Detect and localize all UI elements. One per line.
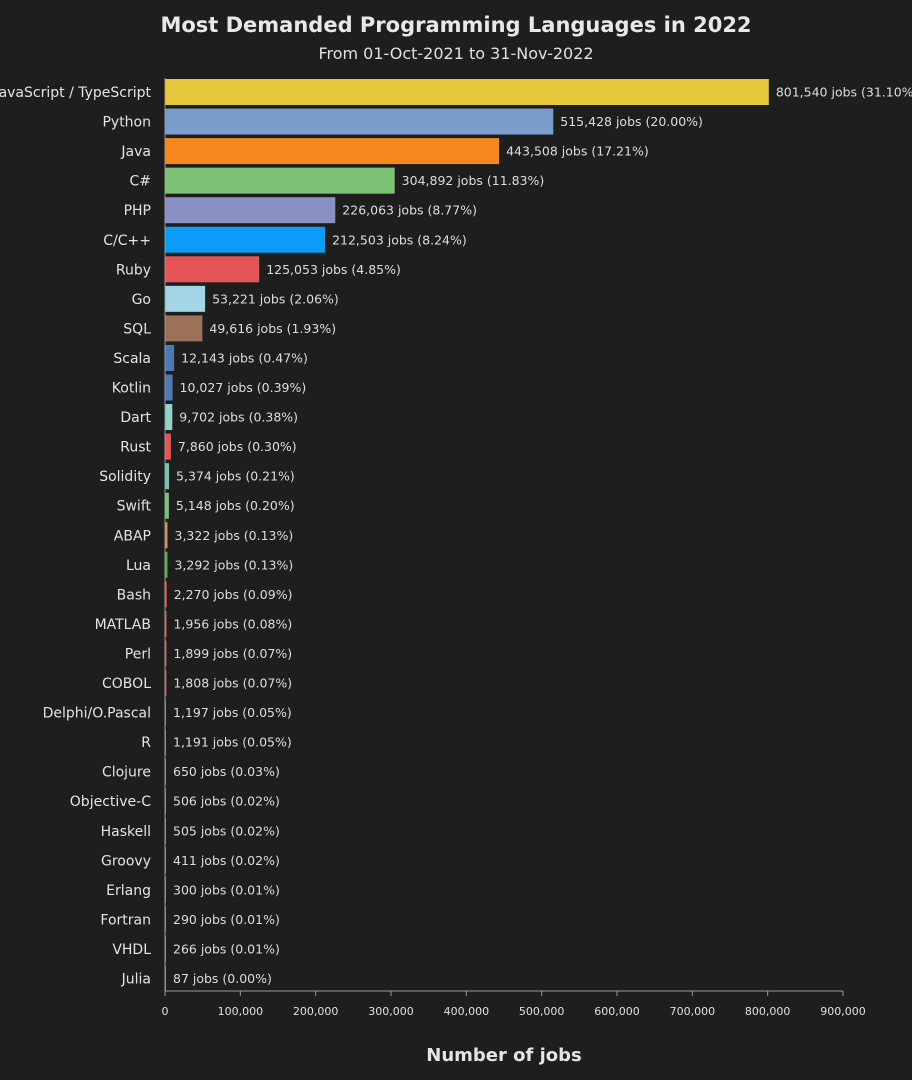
category-label: Solidity <box>99 469 151 485</box>
x-axis-label: Number of jobs <box>426 1045 581 1066</box>
data-label: 125,053 jobs (4.85%) <box>266 262 401 277</box>
data-label: 300 jobs (0.01%) <box>173 882 280 897</box>
data-label: 226,063 jobs (8.77%) <box>342 203 477 218</box>
data-label: 53,221 jobs (2.06%) <box>212 291 339 306</box>
bar <box>165 670 167 696</box>
x-tick-label: 0 <box>162 1005 169 1018</box>
category-label: Erlang <box>106 883 151 899</box>
bars-group: JavaScript / TypeScript 801,540 jobs (31.… <box>0 79 912 992</box>
x-tick-label: 100,000 <box>218 1005 264 1018</box>
bar <box>165 79 769 105</box>
data-label: 212,503 jobs (8.24%) <box>332 232 467 247</box>
data-label: 7,860 jobs (0.30%) <box>178 439 297 454</box>
bar <box>165 522 168 549</box>
category-label: COBOL <box>102 676 151 692</box>
data-label: 1,956 jobs (0.08%) <box>173 616 292 631</box>
category-label: Rust <box>120 440 151 456</box>
data-label: 506 jobs (0.02%) <box>173 794 280 809</box>
category-label: Perl <box>125 646 151 662</box>
category-label: Bash <box>117 587 151 603</box>
bar <box>165 315 203 342</box>
category-label: Python <box>102 115 151 131</box>
data-label: 12,143 jobs (0.47%) <box>181 350 308 365</box>
bar <box>165 374 173 401</box>
data-label: 87 jobs (0.00%) <box>173 971 272 986</box>
bar <box>165 197 336 224</box>
category-label: Go <box>132 292 151 308</box>
category-label: Java <box>120 144 151 160</box>
data-label: 5,374 jobs (0.21%) <box>176 469 295 484</box>
bar <box>165 285 206 312</box>
x-tick-label: 600,000 <box>594 1005 640 1018</box>
data-label: 290 jobs (0.01%) <box>173 912 280 927</box>
data-label: 3,322 jobs (0.13%) <box>175 528 294 543</box>
bar <box>165 640 167 667</box>
category-label: Ruby <box>116 262 151 278</box>
data-label: 5,148 jobs (0.20%) <box>176 498 295 513</box>
category-label: Groovy <box>101 853 151 869</box>
category-label: C# <box>129 174 151 190</box>
category-label: PHP <box>124 203 151 219</box>
chart-title: Most Demanded Programming Languages in 2… <box>160 13 751 37</box>
category-label: MATLAB <box>95 617 151 633</box>
data-label: 266 jobs (0.01%) <box>173 941 280 956</box>
data-label: 9,702 jobs (0.38%) <box>179 410 298 425</box>
category-label: JavaScript / TypeScript <box>0 85 152 101</box>
category-label: SQL <box>123 321 151 337</box>
category-label: Lua <box>126 558 151 574</box>
bar <box>165 138 500 165</box>
category-label: Clojure <box>102 765 151 781</box>
data-label: 411 jobs (0.02%) <box>173 853 280 868</box>
category-label: Objective-C <box>70 794 151 810</box>
category-label: R <box>141 735 151 751</box>
data-label: 1,899 jobs (0.07%) <box>173 646 292 661</box>
data-label: 3,292 jobs (0.13%) <box>174 557 293 572</box>
x-axis: 0 100,000 200,000 300,000 400,000 500,000 600,… <box>162 78 866 1018</box>
x-tick-label: 400,000 <box>444 1005 490 1018</box>
category-label: ABAP <box>114 528 151 544</box>
bar <box>165 167 395 194</box>
category-label: Kotlin <box>112 381 151 397</box>
x-tick-label: 200,000 <box>293 1005 339 1018</box>
category-label: Scala <box>113 351 151 367</box>
bar <box>165 551 168 578</box>
bar <box>165 433 171 460</box>
category-label: Swift <box>117 499 152 515</box>
data-label: 801,540 jobs (31.10%) <box>776 85 912 100</box>
x-tick-label: 300,000 <box>368 1005 414 1018</box>
bar <box>165 344 175 371</box>
x-tick-label: 800,000 <box>745 1005 791 1018</box>
category-label: Julia <box>121 972 151 988</box>
bar <box>165 463 170 490</box>
x-tick-label: 500,000 <box>519 1005 565 1018</box>
bar <box>165 581 167 608</box>
x-tick-label: 700,000 <box>670 1005 716 1018</box>
data-label: 49,616 jobs (1.93%) <box>209 321 336 336</box>
category-label: Delphi/O.Pascal <box>43 706 151 722</box>
data-label: 304,892 jobs (11.83%) <box>402 173 545 188</box>
bar <box>165 108 554 135</box>
data-label: 2,270 jobs (0.09%) <box>174 587 293 602</box>
category-label: Haskell <box>101 824 151 840</box>
data-label: 1,191 jobs (0.05%) <box>173 735 292 750</box>
category-label: Dart <box>120 410 151 426</box>
category-label: C/C++ <box>103 233 151 249</box>
data-label: 1,197 jobs (0.05%) <box>173 705 292 720</box>
bar <box>165 492 169 519</box>
bar <box>165 404 173 431</box>
data-label: 515,428 jobs (20.00%) <box>560 114 703 129</box>
data-label: 10,027 jobs (0.39%) <box>180 380 307 395</box>
data-label: 505 jobs (0.02%) <box>173 823 280 838</box>
data-label: 650 jobs (0.03%) <box>173 764 280 779</box>
bar <box>165 226 326 253</box>
data-label: 1,808 jobs (0.07%) <box>173 676 292 691</box>
chart-subtitle: From 01-Oct-2021 to 31-Nov-2022 <box>318 44 593 63</box>
bar <box>165 256 260 283</box>
data-label: 443,508 jobs (17.21%) <box>506 144 649 159</box>
category-label: Fortran <box>100 912 151 928</box>
category-label: VHDL <box>112 942 151 958</box>
x-tick-label: 900,000 <box>820 1005 866 1018</box>
bar <box>165 610 167 637</box>
